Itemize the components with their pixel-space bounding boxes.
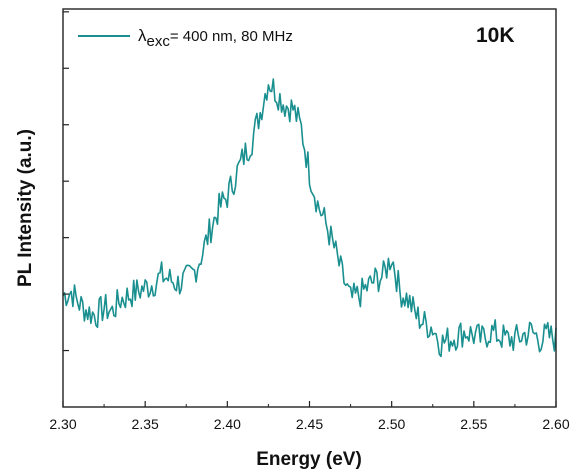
- legend-lambda: λ: [138, 26, 147, 45]
- pl-spectrum-line: [62, 78, 557, 358]
- x-tick-label: 2.40: [214, 416, 241, 432]
- legend-subscript: exc: [147, 33, 171, 50]
- temperature-annotation: 10K: [476, 24, 515, 47]
- x-axis-title: Energy (eV): [256, 449, 362, 470]
- y-axis-ticks: [63, 11, 69, 352]
- x-tick-label: 2.35: [132, 416, 159, 432]
- series-layer: [62, 78, 557, 358]
- x-tick-label: 2.60: [542, 416, 569, 432]
- x-tick-label: 2.55: [460, 416, 487, 432]
- x-tick-label: 2.45: [296, 416, 323, 432]
- legend-rest: = 400 nm, 80 MHz: [170, 28, 293, 45]
- x-tick-label: 2.30: [49, 416, 76, 432]
- x-axis-ticks: 2.30 2.35 2.40 2.45 2.50 2.55 2.60: [49, 401, 570, 432]
- legend: λexc= 400 nm, 80 MHz: [78, 26, 293, 50]
- y-axis-title: PL Intensity (a.u.): [15, 129, 36, 287]
- legend-label: λexc= 400 nm, 80 MHz: [138, 26, 293, 50]
- x-tick-label: 2.50: [378, 416, 405, 432]
